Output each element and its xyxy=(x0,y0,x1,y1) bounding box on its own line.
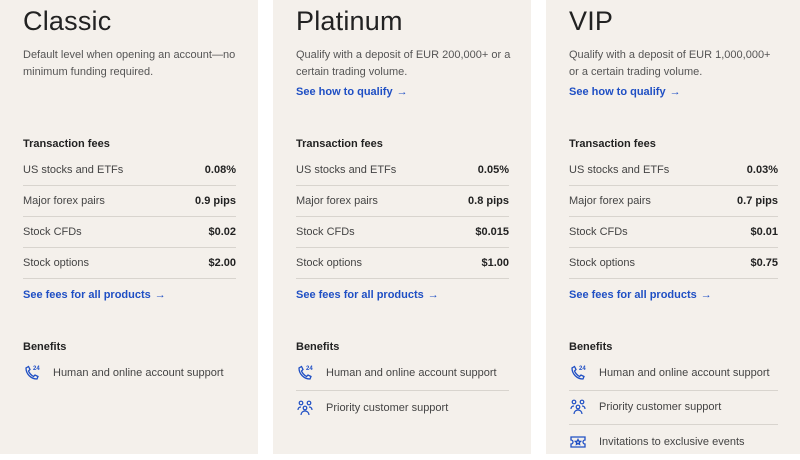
svg-text:24: 24 xyxy=(579,366,586,372)
fee-row: US stocks and ETFs 0.05% xyxy=(296,155,509,186)
arrow-right-icon: → xyxy=(700,289,712,301)
fee-value: $2.00 xyxy=(208,257,236,269)
fee-label: Stock CFDs xyxy=(569,226,628,238)
fee-label: Stock options xyxy=(23,257,90,269)
fee-value: 0.03% xyxy=(746,164,778,176)
fee-label: US stocks and ETFs xyxy=(569,164,670,176)
fee-row: Stock options $1.00 xyxy=(296,248,509,279)
link-label: See fees for all products xyxy=(296,289,424,301)
link-label: See how to qualify xyxy=(569,86,666,98)
fee-row: US stocks and ETFs 0.08% xyxy=(23,155,236,186)
phone-24-icon: 24 xyxy=(569,364,587,382)
fee-value: 0.05% xyxy=(477,164,509,176)
people-icon xyxy=(569,398,587,416)
see-how-to-qualify-link[interactable]: See how to qualify → xyxy=(569,86,681,98)
see-how-to-qualify-link[interactable]: See how to qualify → xyxy=(296,86,408,98)
arrow-right-icon: → xyxy=(669,86,681,98)
tier-title: Classic xyxy=(23,6,112,36)
benefit-label: Priority customer support xyxy=(599,401,722,414)
fee-value: $0.015 xyxy=(475,226,509,238)
fee-row: Major forex pairs 0.9 pips xyxy=(23,186,236,217)
benefits-list: 24 Human and online account support xyxy=(23,356,236,391)
arrow-right-icon: → xyxy=(396,86,408,98)
phone-24-icon: 24 xyxy=(296,364,314,382)
benefits-heading: Benefits xyxy=(296,341,340,353)
fee-label: Major forex pairs xyxy=(296,195,378,207)
fee-value: 0.8 pips xyxy=(468,195,509,207)
benefit-label: Priority customer support xyxy=(326,401,449,414)
fee-label: Major forex pairs xyxy=(569,195,651,207)
fees-table: US stocks and ETFs 0.05% Major forex pairs… xyxy=(296,155,509,279)
benefit-item: Invitations to exclusive events xyxy=(569,425,778,460)
benefits-list: 24 Human and online account support Priori… xyxy=(569,356,778,460)
fee-label: Stock CFDs xyxy=(296,226,355,238)
fee-value: $0.75 xyxy=(750,257,778,269)
ticket-icon xyxy=(569,433,587,451)
benefits-list: 24 Human and online account support Priori… xyxy=(296,356,509,425)
arrow-right-icon: → xyxy=(427,289,439,301)
link-label: See fees for all products xyxy=(569,289,697,301)
fee-value: $0.01 xyxy=(750,226,778,238)
benefit-label: Invitations to exclusive events xyxy=(599,436,745,449)
fee-value: $0.02 xyxy=(208,226,236,238)
tier-card-platinum: Platinum Qualify with a deposit of EUR 2… xyxy=(273,0,531,454)
see-fees-for-all-products-link[interactable]: See fees for all products → xyxy=(296,289,439,301)
benefit-item: Priority customer support xyxy=(569,391,778,425)
fee-row: Stock CFDs $0.02 xyxy=(23,217,236,248)
transaction-fees-heading: Transaction fees xyxy=(23,138,110,150)
see-fees-for-all-products-link[interactable]: See fees for all products → xyxy=(569,289,712,301)
benefits-heading: Benefits xyxy=(569,341,613,353)
benefit-item: Priority customer support xyxy=(296,391,509,426)
fee-row: Stock options $0.75 xyxy=(569,248,778,279)
fee-row: Major forex pairs 0.7 pips xyxy=(569,186,778,217)
fee-label: Stock options xyxy=(296,257,363,269)
phone-24-icon: 24 xyxy=(23,364,41,382)
people-icon xyxy=(296,399,314,417)
fees-table: US stocks and ETFs 0.08% Major forex pairs… xyxy=(23,155,236,279)
svg-text:24: 24 xyxy=(33,366,40,372)
fee-row: Stock CFDs $0.01 xyxy=(569,217,778,248)
see-fees-for-all-products-link[interactable]: See fees for all products → xyxy=(23,289,166,301)
fee-label: US stocks and ETFs xyxy=(296,164,397,176)
link-label: See fees for all products xyxy=(23,289,151,301)
fee-value: 0.9 pips xyxy=(195,195,236,207)
link-label: See how to qualify xyxy=(296,86,393,98)
benefits-heading: Benefits xyxy=(23,341,67,353)
benefit-item: 24 Human and online account support xyxy=(569,356,778,391)
fee-label: Stock CFDs xyxy=(23,226,82,238)
fee-value: 0.08% xyxy=(204,164,236,176)
arrow-right-icon: → xyxy=(154,289,166,301)
fee-label: Major forex pairs xyxy=(23,195,105,207)
benefit-label: Human and online account support xyxy=(599,366,770,379)
benefit-label: Human and online account support xyxy=(326,366,497,379)
fee-row: Stock options $2.00 xyxy=(23,248,236,279)
benefit-item: 24 Human and online account support xyxy=(296,356,509,391)
transaction-fees-heading: Transaction fees xyxy=(569,138,656,150)
tier-card-classic: Classic Default level when opening an ac… xyxy=(0,0,258,454)
benefit-item: 24 Human and online account support xyxy=(23,356,236,391)
benefit-label: Human and online account support xyxy=(53,367,224,380)
fees-table: US stocks and ETFs 0.03% Major forex pairs… xyxy=(569,155,778,279)
fee-label: US stocks and ETFs xyxy=(23,164,124,176)
fee-value: $1.00 xyxy=(481,257,509,269)
tier-description: Qualify with a deposit of EUR 1,000,000+… xyxy=(569,49,771,78)
fee-value: 0.7 pips xyxy=(737,195,778,207)
tier-description: Qualify with a deposit of EUR 200,000+ o… xyxy=(296,49,511,78)
fee-row: US stocks and ETFs 0.03% xyxy=(569,155,778,186)
tier-title: Platinum xyxy=(296,6,403,36)
tier-title: VIP xyxy=(569,6,614,36)
fee-row: Stock CFDs $0.015 xyxy=(296,217,509,248)
transaction-fees-heading: Transaction fees xyxy=(296,138,383,150)
fee-row: Major forex pairs 0.8 pips xyxy=(296,186,509,217)
svg-text:24: 24 xyxy=(306,366,313,372)
fee-label: Stock options xyxy=(569,257,636,269)
tier-card-vip: VIP Qualify with a deposit of EUR 1,000,… xyxy=(546,0,800,454)
tier-description: Default level when opening an account—no… xyxy=(23,49,236,78)
